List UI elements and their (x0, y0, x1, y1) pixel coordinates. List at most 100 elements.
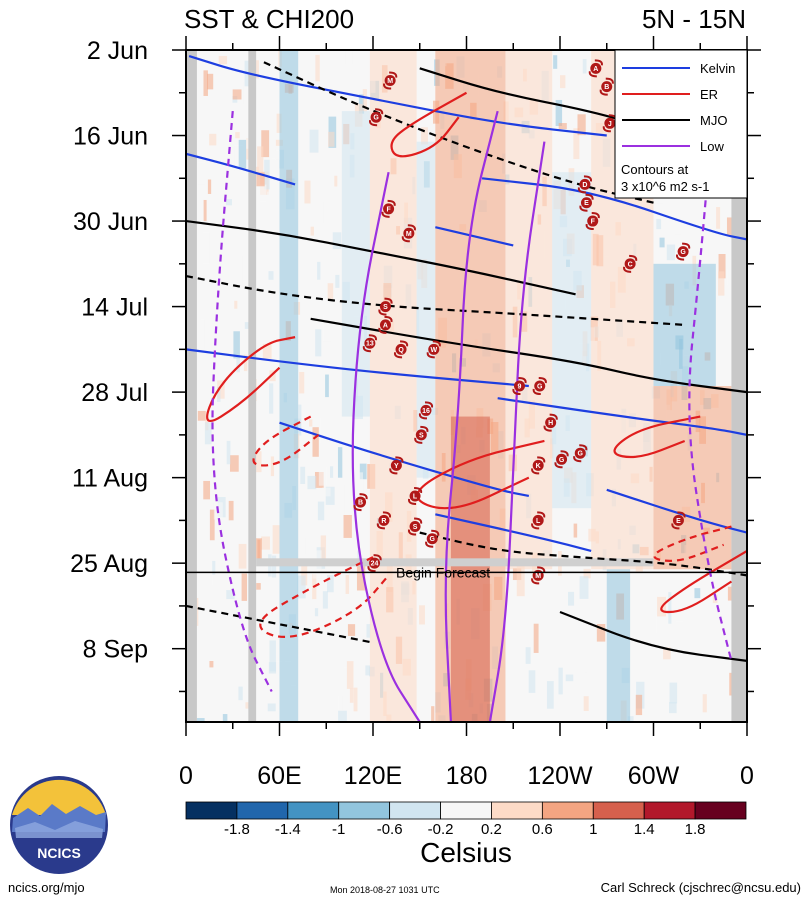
storm-label: J (608, 121, 612, 128)
sst-cell (256, 172, 265, 187)
storm-label: M (406, 231, 412, 238)
sst-cell (317, 261, 321, 280)
sst-cell (553, 55, 558, 69)
storm-dot (355, 496, 367, 508)
sst-band (653, 386, 732, 570)
sst-cell (207, 179, 212, 194)
legend-label: Kelvin (700, 61, 735, 76)
storm-dot (556, 453, 568, 465)
storm-arm (384, 315, 393, 323)
sst-cell (325, 374, 329, 398)
er-contour (206, 336, 296, 423)
logo-hills (15, 821, 103, 838)
kelvin-contour (497, 397, 747, 436)
storm-arm (549, 413, 558, 420)
storm-arm (431, 529, 440, 536)
sst-cell (668, 702, 677, 714)
storm-marker: R (376, 511, 392, 530)
storm-arm (512, 388, 521, 395)
storm-arm (425, 541, 434, 548)
storm-label: C (628, 261, 633, 268)
y-tick-label: 16 Jun (73, 123, 148, 151)
mjo-contour (186, 604, 374, 644)
sst-cell (344, 484, 350, 515)
sst-cell (238, 543, 247, 569)
sst-cell (268, 662, 277, 674)
land-mask (248, 50, 257, 722)
er-contour (660, 549, 747, 614)
storm-label: A (383, 322, 388, 329)
sst-cell (207, 73, 214, 90)
y-tick-label: 14 Jul (81, 294, 148, 322)
sst-cell (276, 653, 283, 662)
storm-label: G (578, 451, 584, 458)
sst-cell (663, 647, 671, 660)
sst-cell (196, 718, 205, 722)
sst-cell (718, 271, 725, 296)
sst-cell (262, 343, 272, 359)
sst-cell (366, 624, 371, 638)
storm-marker: E (671, 511, 686, 530)
ncics-logo: NCICS (10, 776, 108, 874)
storm-arm (599, 89, 608, 96)
sst-cell (555, 99, 563, 127)
sst-cell (269, 370, 276, 382)
colorbar-swatch (236, 801, 289, 820)
er-contour (653, 525, 732, 562)
sst-cell (264, 159, 270, 190)
storm-arm (591, 212, 600, 219)
kelvin-contour (279, 421, 530, 498)
storm-dot (428, 343, 440, 355)
sst-cell (317, 501, 325, 521)
sst-cell (694, 588, 701, 599)
low-contour (351, 171, 421, 722)
storm-marker: A (588, 59, 603, 78)
storm-label: G (429, 536, 435, 543)
sst-cell (716, 207, 721, 229)
storm-label: S (419, 432, 424, 439)
storm-label: 24 (371, 561, 379, 568)
sst-cell (276, 113, 282, 133)
sst-cell (234, 300, 238, 309)
sst-cell (235, 132, 240, 139)
kelvin-contour (188, 55, 607, 137)
storm-arm (579, 205, 588, 212)
storm-arm (414, 486, 423, 494)
sst-cell (197, 162, 206, 185)
sst-cell (419, 605, 425, 625)
sst-cell (347, 624, 356, 636)
storm-dot (426, 533, 438, 545)
storm-arm (671, 523, 680, 530)
legend-note: Contours at (621, 162, 689, 177)
storm-arm (401, 236, 410, 243)
sst-cell (194, 137, 201, 164)
sst-cell (596, 624, 606, 642)
sst-cell (431, 706, 435, 722)
sst-cell (212, 565, 217, 586)
sst-cell (312, 427, 319, 457)
sst-cell (209, 133, 217, 146)
sst-cell (309, 419, 313, 427)
storm-dot (403, 227, 415, 239)
storm-dot (677, 246, 689, 258)
storm-arm (378, 327, 387, 334)
storm-arm (368, 334, 377, 341)
sst-cell (209, 509, 215, 541)
storm-arm (579, 444, 588, 451)
sst-band (279, 50, 299, 722)
storm-dot (409, 490, 421, 502)
sst-cell (226, 590, 235, 600)
storm-dot (601, 81, 613, 93)
sst-cell (362, 89, 367, 112)
sst-cell (267, 191, 271, 215)
sst-cell (235, 255, 243, 287)
logo-text: NCICS (37, 845, 81, 861)
sst-cell (577, 114, 586, 136)
colorbar-unit-label: Celsius (420, 837, 512, 868)
storm-label: R (381, 518, 386, 525)
storm-dot (545, 417, 557, 429)
sst-cell (233, 331, 240, 359)
storm-arm (585, 193, 594, 200)
sst-cell (203, 199, 207, 222)
storm-arm (573, 456, 582, 463)
